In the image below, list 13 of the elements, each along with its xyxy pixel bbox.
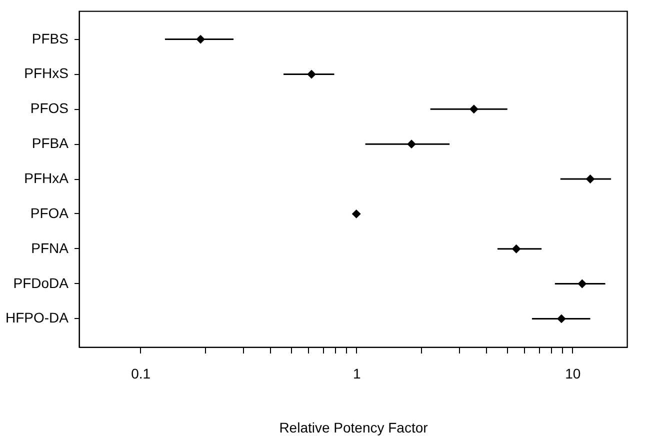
- x-axis-title: Relative Potency Factor: [279, 420, 428, 436]
- x-tick-label: 1: [352, 366, 361, 382]
- y-tick-label: PFOS: [30, 100, 68, 116]
- x-tick-label: 10: [565, 366, 581, 382]
- y-tick-label: HFPO-DA: [6, 310, 70, 326]
- y-tick-label: PFOA: [30, 204, 70, 221]
- y-tick-label: PFNA: [31, 240, 70, 256]
- y-tick-label: PFBA: [32, 135, 70, 152]
- y-tick-label: PFHxS: [24, 65, 68, 82]
- x-tick-label: 0.1: [131, 366, 151, 382]
- y-tick-label: PFHxA: [24, 170, 70, 186]
- y-tick-label: PFBS: [32, 30, 68, 46]
- y-tick-label: PFDoDA: [13, 274, 70, 291]
